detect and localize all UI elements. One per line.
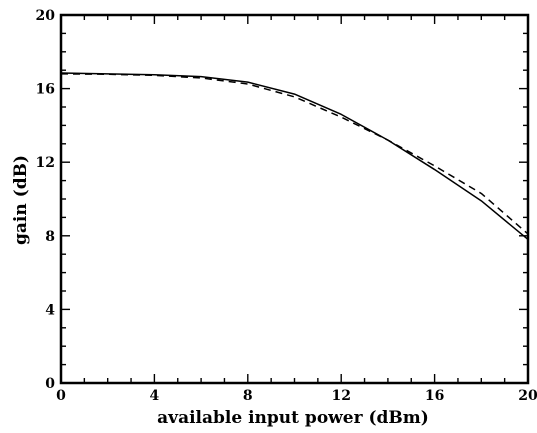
x-tick-label: 8	[243, 388, 253, 404]
y-tick-label: 8	[45, 229, 55, 245]
series-line-dashed	[60, 73, 529, 235]
y-tick-label: 0	[45, 376, 55, 392]
y-tick-label: 12	[36, 155, 55, 171]
y-axis-label: gain (dB)	[11, 155, 31, 245]
x-tick-label: 20	[518, 388, 537, 404]
series-line-solid	[60, 72, 529, 241]
x-tick-label: 16	[425, 388, 444, 404]
y-tick-label: 16	[36, 82, 55, 98]
x-axis-label: available input power (dBm)	[157, 408, 429, 428]
y-tick-label: 4	[45, 302, 55, 318]
x-tick-label: 0	[56, 388, 66, 404]
y-tick-label: 20	[36, 8, 56, 24]
x-tick-label: 12	[331, 388, 350, 404]
plot-frame	[59, 13, 530, 385]
x-tick-label: 4	[150, 388, 160, 404]
